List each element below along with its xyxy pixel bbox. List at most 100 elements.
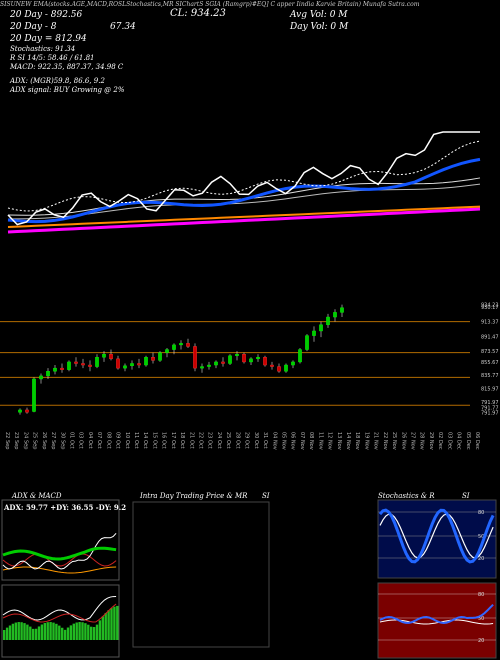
- x-tick-label: 13 Nov: [336, 432, 342, 450]
- candle-body: [228, 355, 232, 364]
- macd-bar: [8, 625, 12, 640]
- macd-bar: [55, 623, 58, 640]
- price-tick-label: 835.77: [481, 373, 499, 379]
- macd-bar: [110, 608, 113, 640]
- stoch-k-line: [378, 508, 495, 564]
- candle-body: [242, 353, 246, 363]
- candle-body: [277, 366, 281, 372]
- candle-body: [95, 357, 99, 367]
- x-tick-label: 25 Oct: [225, 432, 231, 449]
- x-tick-label: 01 Oct: [69, 432, 75, 449]
- x-tick-label: 06 Nov: [290, 432, 296, 450]
- macd-bar: [52, 622, 55, 640]
- x-tick-label: 21 Oct: [188, 432, 194, 449]
- x-tick-label: 18 Nov: [354, 432, 360, 450]
- macd-bar: [87, 624, 90, 640]
- x-tick-label: 12 Nov: [327, 432, 333, 450]
- adx-panel-readout: ADX: 59.77 +DY: 36.55 -DY: 9.2: [4, 503, 127, 512]
- candle-body: [109, 353, 113, 360]
- price-tick-label: 873.57: [481, 349, 499, 355]
- ema-line-blue: [7, 157, 481, 224]
- rsi-blue-line: [379, 603, 494, 625]
- macd-bar: [116, 605, 119, 640]
- macd-bar: [61, 627, 64, 640]
- macd-bar: [75, 622, 78, 640]
- x-tick-label: 30 Oct: [253, 432, 259, 449]
- macd-bar: [14, 622, 17, 640]
- macd-bar: [34, 628, 38, 640]
- x-tick-label: 22 Sep: [4, 432, 10, 449]
- x-tick-label: 30 Sep: [59, 432, 65, 449]
- macd-bar: [46, 622, 49, 640]
- candle-body: [333, 312, 337, 318]
- x-tick-label: 28 Oct: [234, 432, 240, 449]
- rsi-readout: R SI 14/5: 58.46 / 61.81: [10, 54, 95, 62]
- candle-body: [179, 343, 183, 346]
- panel-intraday-title: Intra Day Trading Price & MR: [140, 492, 248, 500]
- day-vol: Day Vol: 0 M: [290, 22, 349, 32]
- candle-body: [186, 343, 190, 347]
- stoch-level-label: 20: [478, 556, 484, 562]
- panel-adx-macd-title: ADX & MACD: [12, 492, 62, 500]
- macd-bar: [26, 624, 29, 640]
- x-tick-label: 04 Oct: [87, 432, 93, 449]
- ema-line-orange: [7, 205, 481, 228]
- candle-body: [165, 349, 169, 353]
- candle-body: [102, 353, 106, 358]
- ema-20-day-label-3: 20 Day = 812.94: [10, 34, 87, 44]
- x-tick-label: 17 Oct: [170, 432, 176, 449]
- x-tick-label: 16 Oct: [161, 432, 167, 449]
- x-tick-label: 18 Oct: [179, 432, 185, 449]
- title-strip: SISUNEW EMA(stocks.AGE,MACD,ROSLStochast…: [0, 1, 420, 8]
- stoch-level-label: 80: [478, 510, 484, 516]
- x-tick-label: 05 Dec: [465, 432, 471, 450]
- x-tick-label: 08 Oct: [105, 432, 111, 449]
- ema-20-day-label: 20 Day - 892.56: [10, 10, 83, 20]
- macd-bar: [32, 628, 35, 640]
- price-tick-label: 791.97: [481, 400, 499, 406]
- price-tick-label: 855.67: [481, 360, 499, 366]
- candle-body: [39, 375, 43, 380]
- macd-bar: [5, 627, 9, 640]
- candle-body: [291, 361, 295, 366]
- macd-bar: [63, 629, 67, 640]
- candle-body: [221, 361, 225, 364]
- macd-bar: [84, 623, 87, 640]
- macd-bar: [3, 630, 6, 640]
- macd-bar: [58, 625, 61, 640]
- rsi-level-label: 50: [478, 616, 484, 622]
- candle-body: [151, 357, 155, 361]
- candle-body: [270, 364, 274, 367]
- macd-bar: [92, 627, 96, 640]
- x-tick-label: 22 Oct: [198, 432, 204, 449]
- ema-line-magenta: [7, 207, 481, 234]
- x-tick-label: 24 Oct: [216, 432, 222, 449]
- candle-body: [172, 344, 176, 350]
- candle-body: [46, 371, 50, 377]
- candle-body: [67, 361, 71, 370]
- macd-bar: [69, 625, 73, 640]
- price-tick-label: 815.97: [481, 386, 499, 392]
- candle-body: [340, 307, 344, 313]
- x-tick-label: 29 Oct: [244, 432, 250, 449]
- x-tick-label: 11 Oct: [133, 432, 139, 449]
- macd-bar: [90, 626, 93, 640]
- x-tick-label: 25 Sep: [32, 432, 38, 449]
- x-tick-label: 02 Dec: [437, 432, 443, 450]
- x-tick-label: 26 Nov: [400, 432, 406, 450]
- candle-body: [326, 316, 330, 325]
- candle-body: [207, 364, 211, 367]
- panel-stoch-title: Stochastics & R: [378, 492, 435, 500]
- candle-body: [235, 353, 239, 356]
- macd-panel-frame: [1, 584, 120, 658]
- panel-si-title: SI: [262, 492, 270, 500]
- avg-vol: Avg Vol: 0 M: [290, 10, 348, 20]
- x-tick-label: 14 Nov: [345, 432, 351, 450]
- ema-mid-value: 67.34: [110, 22, 136, 32]
- candle-body: [25, 409, 29, 413]
- x-tick-label: 05 Nov: [280, 432, 286, 450]
- x-tick-label: 14 Oct: [142, 432, 148, 449]
- x-tick-label: 28 Nov: [419, 432, 425, 450]
- macd-bar: [37, 626, 41, 640]
